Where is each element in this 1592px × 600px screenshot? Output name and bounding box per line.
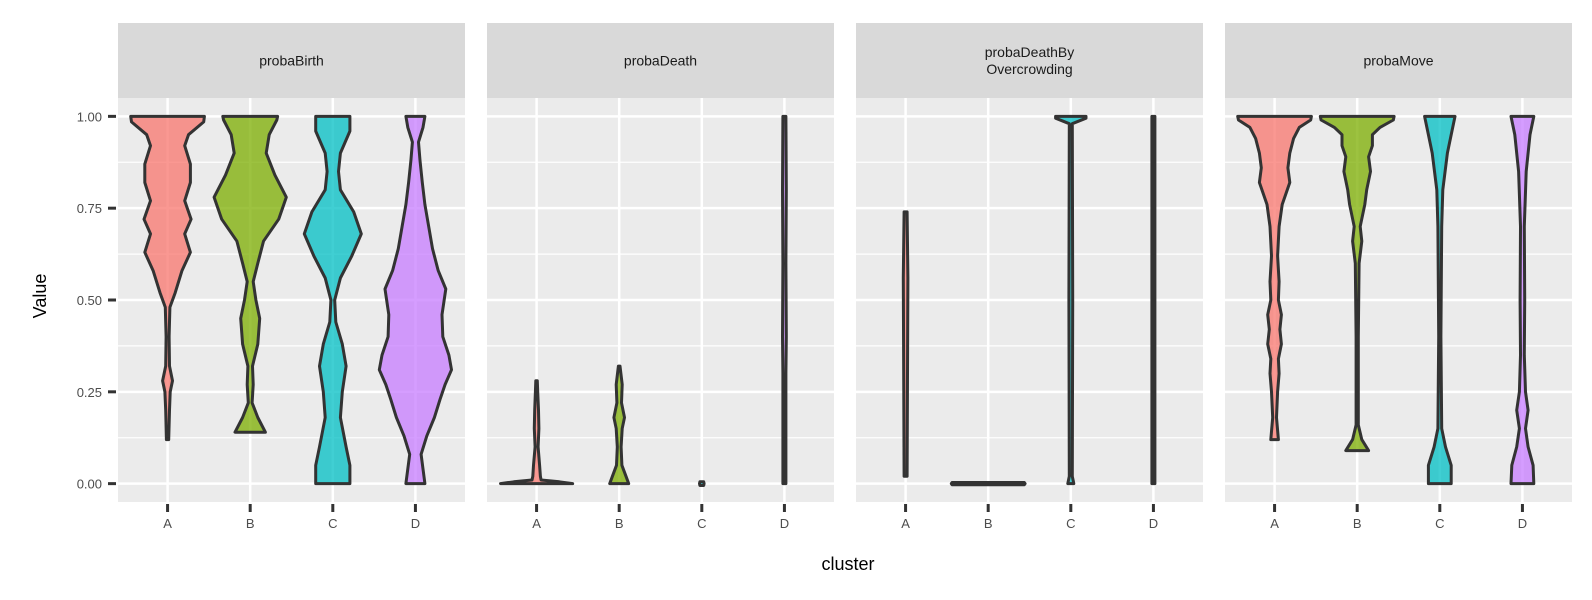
x-tick-label: A [901, 516, 910, 531]
facet-strip-label: probaMove [1363, 53, 1433, 69]
x-tick-label: B [246, 516, 255, 531]
facet-panel-probaDeath: probaDeath A B C D [487, 23, 834, 531]
y-tick-label: 0.50 [77, 293, 102, 308]
facet-strip-label: probaDeath [624, 53, 697, 69]
violin-probaMove-A [1236, 114, 1313, 442]
y-tick-label: 0.25 [77, 385, 102, 400]
x-tick-label: A [163, 516, 172, 531]
y-axis-title: Value [30, 274, 50, 319]
x-tick-label: C [1066, 516, 1075, 531]
x-tick-label: A [532, 516, 541, 531]
facet-strip [856, 23, 1203, 98]
y-tick-label: 0.00 [77, 477, 102, 492]
x-axis-title: cluster [821, 554, 874, 574]
y-tick-label: 0.75 [77, 201, 102, 216]
facet-panel-probaBirth: probaBirth A B C D [118, 23, 465, 531]
violin-probaDeathByOvercrowding-D [1150, 114, 1157, 486]
facet-strip [1225, 23, 1572, 98]
x-tick-label: B [615, 516, 624, 531]
violin-probaMove-C [1423, 114, 1457, 486]
x-tick-label: C [697, 516, 706, 531]
violin-probaDeath-B [608, 364, 631, 486]
facet-strip-label: Overcrowding [986, 61, 1072, 77]
violin-probaMove-B [1318, 114, 1396, 453]
x-tick-label: D [1149, 516, 1158, 531]
y-tick-label: 1.00 [77, 109, 102, 124]
x-tick-label: A [1270, 516, 1279, 531]
x-tick-label: D [1518, 516, 1527, 531]
y-axis: 0.00 0.25 0.50 0.75 1.00 [77, 109, 116, 492]
x-tick-label: D [411, 516, 420, 531]
violin-probaDeathByOvercrowding-B [949, 481, 1027, 487]
x-tick-label: B [1353, 516, 1362, 531]
violin-probaDeathByOvercrowding-C [1054, 114, 1088, 486]
violin-probaBirth-C [302, 114, 363, 486]
facet-strip-label: probaDeathBy [985, 44, 1075, 60]
x-tick-label: C [1435, 516, 1444, 531]
facet-strip [487, 23, 834, 98]
facet-strip [118, 23, 465, 98]
x-tick-label: C [328, 516, 337, 531]
x-tick-label: B [984, 516, 993, 531]
violin-probaDeath-C [698, 480, 706, 487]
violin-probaDeath-D [781, 114, 788, 486]
facet-panel-probaMove: probaMove A B C D [1225, 23, 1572, 531]
facet-strip-label: probaBirth [259, 53, 324, 69]
violin-probaMove-D [1509, 114, 1536, 486]
violin-probaBirth-B [212, 114, 288, 434]
violin-probaDeathByOvercrowding-A [901, 210, 910, 478]
x-tick-label: D [780, 516, 789, 531]
violin-probaBirth-D [377, 114, 453, 486]
violin-probaBirth-A [129, 114, 206, 442]
violin-probaDeath-A [499, 379, 575, 486]
